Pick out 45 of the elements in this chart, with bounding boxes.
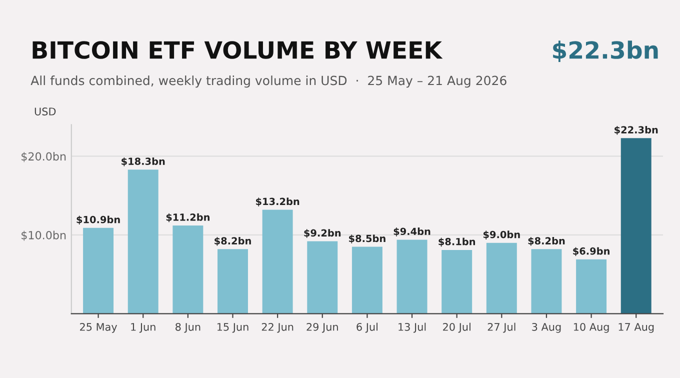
data-label: $13.2bn (256, 198, 300, 206)
data-label: $6.9bn (573, 247, 610, 256)
x-tick-label: 6 Jul (356, 322, 378, 333)
data-label: $8.2bn (214, 236, 251, 246)
x-tick-label: 20 Jul (443, 322, 470, 333)
data-label: $10.9bn (76, 216, 120, 225)
bar (83, 228, 114, 314)
data-label: $8.5bn (349, 234, 386, 244)
data-label: $8.1bn (438, 238, 476, 247)
x-tick-label: 22 Jun (262, 322, 294, 333)
data-label: $9.2bn (304, 229, 341, 238)
data-label: $9.0bn (483, 230, 520, 240)
data-label: $9.4bn (394, 228, 430, 236)
x-tick-label: 17 Aug (618, 323, 654, 333)
x-tick-label: 10 Aug (574, 322, 609, 333)
y-axis-title: USD (34, 108, 56, 116)
bar (620, 138, 652, 314)
data-label: $22.3bn (614, 126, 658, 135)
chart-title: BITCOIN ETF VOLUME BY WEEK (32, 41, 443, 59)
bar (576, 259, 607, 314)
data-label: $11.2bn (166, 213, 210, 222)
x-tick-label: 3 Aug (532, 322, 561, 333)
x-tick-label: 1 Jun (131, 323, 156, 333)
x-tick-label: 8 Jun (176, 322, 200, 333)
x-tick-label: 15 Jun (217, 323, 248, 333)
bar (486, 242, 517, 314)
x-tick-label: 13 Jul (398, 322, 426, 333)
bar (128, 170, 158, 314)
bar (442, 250, 472, 314)
bar (218, 249, 248, 314)
x-tick-label: 25 May (80, 322, 118, 333)
data-label: $18.3bn (122, 157, 165, 166)
x-tick-label: 27 Jul (488, 322, 516, 333)
bar (262, 210, 293, 314)
text: $22.3bn (553, 40, 658, 62)
y-tick-label: $20.0bn (22, 152, 66, 162)
bar (172, 226, 204, 314)
chart-subtitle: All funds combined, weekly trading volume in USD · 25 May – 21 Aug 2026 (30, 76, 506, 88)
x-tick-label: 29 Jun (306, 322, 338, 333)
y-tick-label: $10.0bn (22, 230, 66, 241)
bar (307, 241, 338, 314)
bar (396, 240, 428, 314)
data-label: $8.2bn (528, 236, 565, 246)
bar (352, 246, 382, 314)
bar (531, 249, 562, 314)
